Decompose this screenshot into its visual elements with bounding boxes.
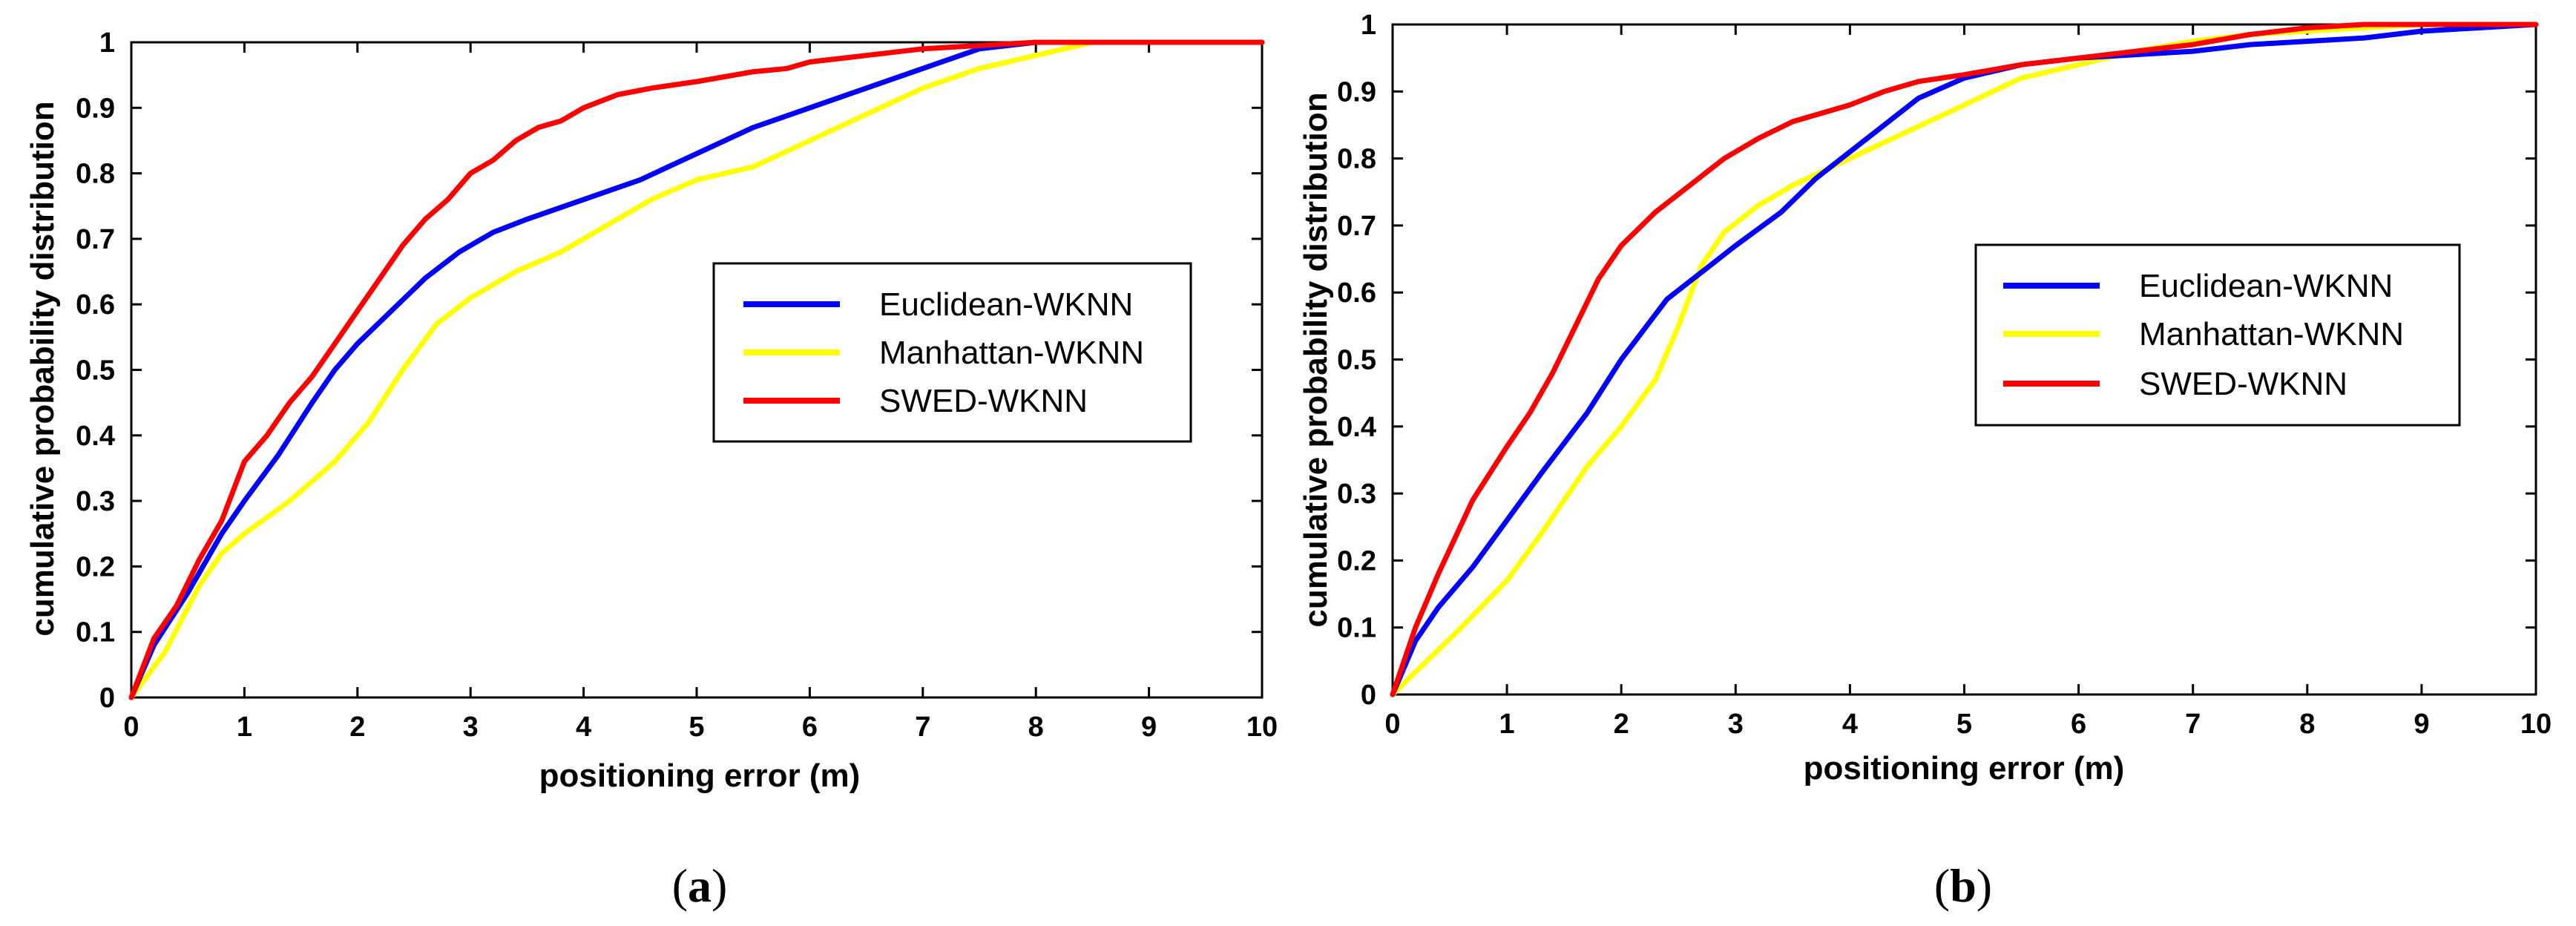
y-tick-label-b-0.3: 0.3 (1337, 479, 1376, 510)
y-tick-label-a-0.5: 0.5 (76, 355, 115, 387)
x-tick-label-b-4: 4 (1842, 709, 1858, 740)
x-tick-label-b-0: 0 (1384, 709, 1400, 740)
x-tick-label-a-2: 2 (349, 712, 365, 743)
x-tick-label-a-9: 9 (1141, 712, 1157, 743)
panel-label-b-letter: b (1950, 859, 1977, 912)
x-tick-label-a-8: 8 (1028, 712, 1044, 743)
legend-label-manhattan-a: Manhattan-WKNN (879, 335, 1144, 371)
x-tick-label-a-4: 4 (576, 712, 591, 743)
y-tick-label-b-0: 0 (1361, 680, 1376, 711)
y-tick-label-a-0.6: 0.6 (76, 289, 115, 321)
y-tick-label-b-0.4: 0.4 (1337, 412, 1376, 443)
y-tick-label-b-1: 1 (1361, 10, 1376, 41)
chart-panel-b: 0 1 2 3 4 5 6 7 8 9 10 0 0.1 0.2 0.3 0.4 0.5 0.6 0.7 0.8 0.9… (1298, 10, 2552, 912)
plot-area-b: 0 1 2 3 4 5 6 7 8 9 10 0 0.1 0.2 0.3 0.4 0.5 0.6 0.7 0.8 0.9… (1337, 10, 2552, 740)
y-tick-label-a-0.2: 0.2 (76, 551, 115, 582)
legend-b: Euclidean-WKNN Manhattan-WKNN SWED-WKNN (1974, 243, 2461, 427)
x-tick-label-a-3: 3 (463, 712, 479, 743)
x-tick-label-a-5: 5 (689, 712, 704, 743)
y-axis-label-b: cumulative probability distribution (1298, 92, 1334, 627)
x-tick-label-b-9: 9 (2414, 709, 2429, 740)
panel-label-b: (b) (1934, 859, 1992, 912)
y-tick-label-b-0.1: 0.1 (1337, 613, 1376, 644)
x-tick-label-b-2: 2 (1614, 709, 1629, 740)
x-axis-label-a: positioning error (m) (539, 758, 861, 794)
series-line-euclidean-b (1390, 22, 2539, 697)
legend-label-euclidean-a: Euclidean-WKNN (879, 286, 1133, 323)
y-tick-label-a-0.9: 0.9 (76, 93, 115, 124)
x-axis-label-b: positioning error (m) (1804, 750, 2125, 787)
y-tick-label-a-0.3: 0.3 (76, 486, 115, 517)
y-tick-label-a-0: 0 (99, 683, 115, 714)
y-tick-label-b-0.6: 0.6 (1337, 278, 1376, 309)
legend-label-manhattan-b: Manhattan-WKNN (2139, 316, 2404, 352)
x-tick-label-b-10: 10 (2520, 709, 2552, 740)
y-tick-label-a-0.1: 0.1 (76, 617, 115, 648)
x-tick-label-a-10: 10 (1246, 712, 1278, 743)
x-tick-label-b-3: 3 (1728, 709, 1744, 740)
x-tick-label-a-1: 1 (237, 712, 252, 743)
y-tick-label-a-0.8: 0.8 (76, 159, 115, 190)
x-tick-label-b-7: 7 (2185, 709, 2201, 740)
x-tick-label-b-5: 5 (1956, 709, 1972, 740)
legend-a: Euclidean-WKNN Manhattan-WKNN SWED-WKNN (712, 262, 1192, 443)
legend-label-swed-a: SWED-WKNN (879, 383, 1088, 419)
x-tick-label-b-1: 1 (1499, 709, 1515, 740)
panel-label-a: (a) (672, 859, 728, 912)
panel-label-a-letter: a (688, 859, 712, 912)
y-axis-label-a: cumulative probability distribution (24, 101, 61, 636)
x-tick-label-a-7: 7 (915, 712, 930, 743)
series-line-euclidean-a (128, 39, 1265, 700)
y-tick-label-b-0.9: 0.9 (1337, 76, 1376, 108)
y-tick-label-b-0.7: 0.7 (1337, 211, 1376, 242)
y-tick-label-b-0.5: 0.5 (1337, 345, 1376, 376)
chart-panel-a: 0 1 2 3 4 5 6 7 8 9 10 0 0.1 0.2 0.3 0.4 0.5 0.6 0.7 0.8 0.9… (24, 27, 1278, 912)
x-tick-label-a-6: 6 (802, 712, 818, 743)
y-tick-label-a-0.4: 0.4 (76, 421, 115, 452)
series-line-manhattan-a (128, 39, 1265, 700)
y-tick-label-a-0.7: 0.7 (76, 224, 115, 255)
legend-label-swed-b: SWED-WKNN (2139, 366, 2347, 402)
series-line-swed-a (128, 39, 1265, 700)
y-tick-label-b-0.8: 0.8 (1337, 144, 1376, 175)
y-tick-label-b-0.2: 0.2 (1337, 545, 1376, 577)
x-tick-label-b-8: 8 (2299, 709, 2315, 740)
x-tick-label-b-6: 6 (2071, 709, 2086, 740)
y-tick-label-a-1: 1 (99, 27, 115, 59)
x-tick-label-a-0: 0 (123, 712, 139, 743)
legend-label-euclidean-b: Euclidean-WKNN (2139, 268, 2393, 304)
series-line-swed-b (1390, 22, 2539, 697)
